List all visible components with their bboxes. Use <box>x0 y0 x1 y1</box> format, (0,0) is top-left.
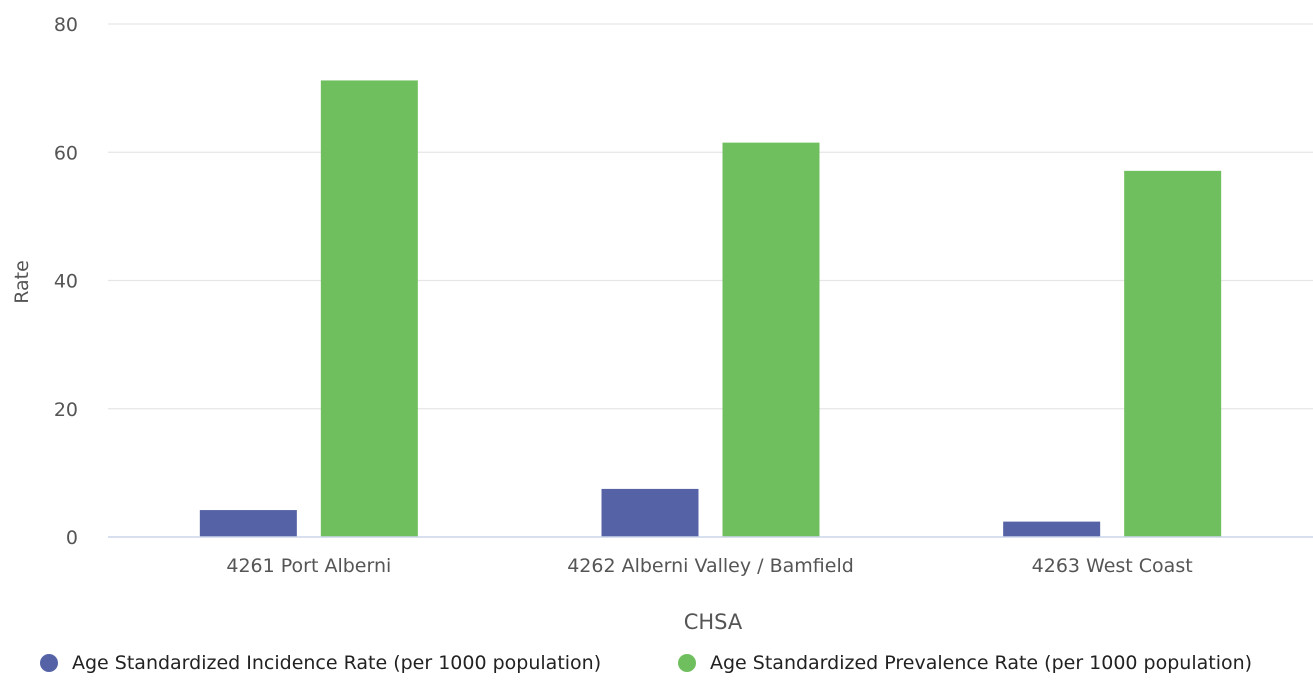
bar-series1-cat3 <box>1003 521 1101 537</box>
legend-item-prevalence[interactable]: Age Standardized Prevalence Rate (per 10… <box>678 648 1252 678</box>
axis-layer: 0 20 40 60 80 4261 Port Alberni 4262 Alberni V… <box>54 14 1313 577</box>
bars-layer <box>199 80 1222 538</box>
legend-marker-incidence <box>40 654 58 672</box>
legend-label-prevalence: Age Standardized Prevalence Rate (per 10… <box>710 652 1253 674</box>
x-tick-label-2: 4262 Alberni Valley / Bamfield <box>567 555 854 577</box>
bar-series2-cat1 <box>320 80 418 538</box>
legend-label-incidence: Age Standardized Incidence Rate (per 100… <box>72 652 602 674</box>
bar-series1-cat1 <box>199 510 297 537</box>
y-tick-label-0: 0 <box>66 527 78 549</box>
legend-item-incidence[interactable]: Age Standardized Incidence Rate (per 100… <box>40 648 601 678</box>
legend-marker-prevalence <box>678 654 696 672</box>
y-tick-label-20: 20 <box>54 399 78 421</box>
bar-series2-cat3 <box>1124 170 1222 537</box>
bar-series1-cat2 <box>601 488 699 537</box>
x-tick-label-1: 4261 Port Alberni <box>226 555 391 577</box>
x-tick-label-3: 4263 West Coast <box>1032 555 1193 577</box>
y-axis-title: Rate <box>11 260 33 304</box>
y-tick-label-60: 60 <box>54 142 78 164</box>
x-axis-title: CHSA <box>684 610 743 634</box>
y-tick-label-80: 80 <box>54 14 78 36</box>
grid-layer <box>108 23 1313 410</box>
legend: Age Standardized Incidence Rate (per 100… <box>0 648 1313 678</box>
bar-series2-cat2 <box>722 142 820 537</box>
y-tick-label-40: 40 <box>54 271 78 293</box>
